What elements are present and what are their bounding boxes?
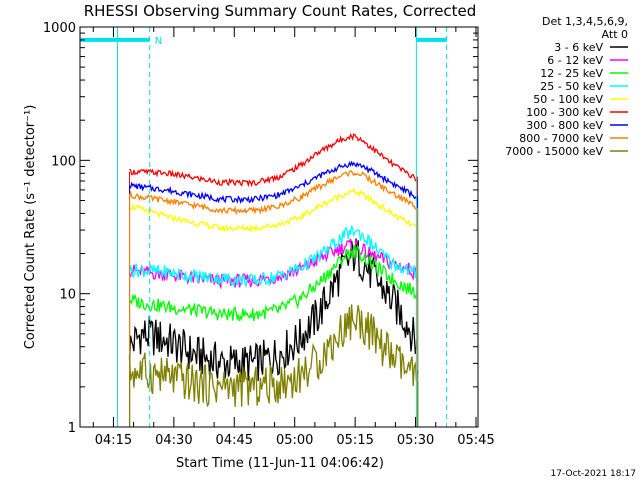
series-line xyxy=(128,304,419,408)
plot-frame xyxy=(79,26,479,428)
legend-label: 100 - 300 keV xyxy=(526,106,603,119)
legend-label: 7000 - 15000 keV xyxy=(505,145,603,158)
legend-header: Det 1,3,4,5,6,9, xyxy=(542,15,628,28)
y-tick-label: 1 xyxy=(68,421,76,436)
series-line xyxy=(129,238,419,290)
y-axis-label: Corrected Count Rate (s⁻¹ detector⁻¹) xyxy=(23,105,38,350)
series-line xyxy=(128,225,419,289)
generation-timestamp: 17-Oct-2021 18:17 xyxy=(551,469,636,479)
x-tick-label: 05:45 xyxy=(457,433,494,448)
x-tick-label: 05:15 xyxy=(336,433,373,448)
y-tick-label: 10 xyxy=(59,288,76,303)
x-tick-label: 05:30 xyxy=(397,433,434,448)
x-axis-label: Start Time (11-Jun-11 04:06:42) xyxy=(176,456,384,471)
x-tick-label: 05:00 xyxy=(276,433,313,448)
chart-title: RHESSI Observing Summary Count Rates, Co… xyxy=(84,2,477,20)
series-line xyxy=(129,133,419,188)
series-line xyxy=(129,187,419,233)
series-line xyxy=(128,244,419,322)
legend-label: 50 - 100 keV xyxy=(533,93,603,106)
x-tick-label: 04:30 xyxy=(155,433,192,448)
series-line xyxy=(128,238,419,383)
y-axis: 1 10 100 1000 xyxy=(43,21,478,436)
legend-label: 12 - 25 keV xyxy=(540,67,603,80)
legend-label: 3 - 6 keV xyxy=(554,41,603,54)
night-marker-label: N xyxy=(155,36,162,47)
legend-label: 300 - 800 keV xyxy=(526,119,603,132)
x-tick-label: 04:45 xyxy=(216,433,253,448)
legend-header: Att 0 xyxy=(602,28,628,41)
data-series-group xyxy=(128,133,419,427)
x-axis: 04:15 04:30 04:45 05:00 05:15 05:30 05:45 xyxy=(92,27,495,448)
series-line xyxy=(129,160,419,205)
legend-label: 6 - 12 keV xyxy=(547,54,603,67)
y-tick-label: 1000 xyxy=(43,21,76,36)
legend-label: 800 - 7000 keV xyxy=(519,132,603,145)
series-line xyxy=(128,170,418,216)
legend-label: 25 - 50 keV xyxy=(540,80,603,93)
observing-markers: N xyxy=(80,27,448,427)
y-tick-label: 100 xyxy=(51,154,76,169)
x-tick-label: 04:15 xyxy=(95,433,132,448)
